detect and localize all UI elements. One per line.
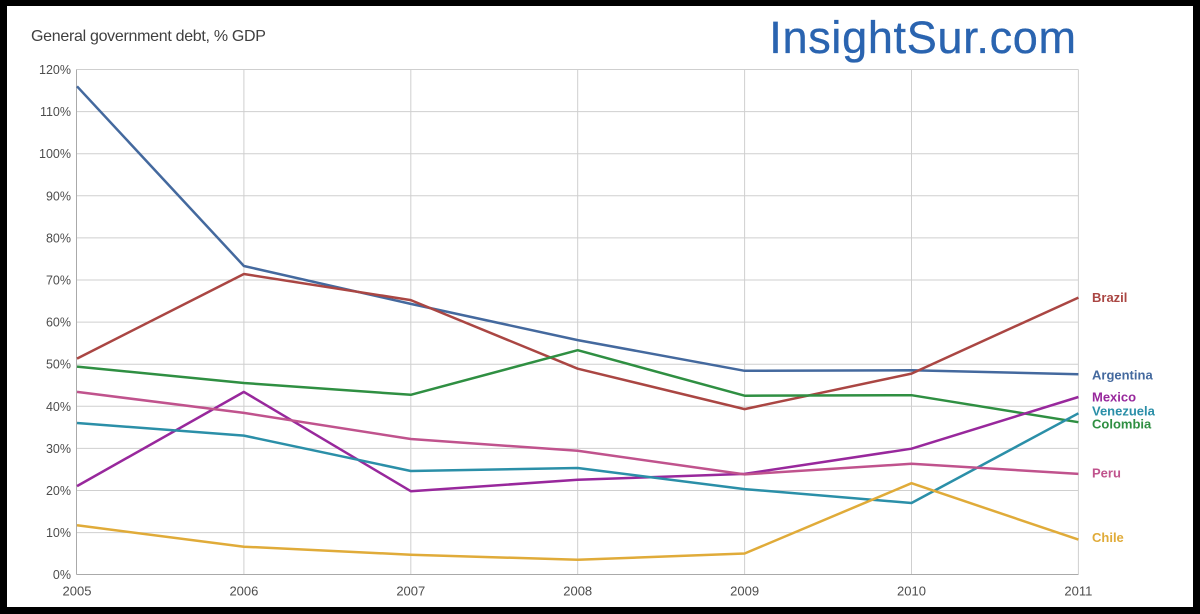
svg-text:120%: 120% xyxy=(39,63,71,77)
svg-text:110%: 110% xyxy=(40,105,71,119)
svg-text:80%: 80% xyxy=(46,231,71,245)
svg-text:0%: 0% xyxy=(53,568,71,582)
svg-text:2009: 2009 xyxy=(730,584,759,599)
svg-text:Chile: Chile xyxy=(1092,530,1124,545)
svg-text:60%: 60% xyxy=(46,316,71,330)
svg-text:30%: 30% xyxy=(46,442,71,456)
svg-text:10%: 10% xyxy=(46,526,71,540)
svg-text:70%: 70% xyxy=(46,274,71,288)
svg-text:40%: 40% xyxy=(46,400,71,414)
svg-text:Mexico: Mexico xyxy=(1092,390,1136,405)
svg-text:Peru: Peru xyxy=(1092,466,1121,481)
svg-text:2007: 2007 xyxy=(396,584,425,599)
svg-text:20%: 20% xyxy=(46,484,71,498)
svg-text:50%: 50% xyxy=(46,358,71,372)
svg-text:2006: 2006 xyxy=(229,584,258,599)
svg-text:2010: 2010 xyxy=(897,584,926,599)
svg-text:100%: 100% xyxy=(39,147,71,161)
svg-text:2005: 2005 xyxy=(63,584,92,599)
svg-text:2008: 2008 xyxy=(563,584,592,599)
svg-text:90%: 90% xyxy=(46,189,71,203)
svg-text:Brazil: Brazil xyxy=(1092,290,1127,305)
svg-text:Colombia: Colombia xyxy=(1092,417,1152,432)
svg-text:2011: 2011 xyxy=(1064,584,1092,599)
svg-text:Venezuela: Venezuela xyxy=(1092,404,1156,419)
svg-text:Argentina: Argentina xyxy=(1092,368,1153,383)
